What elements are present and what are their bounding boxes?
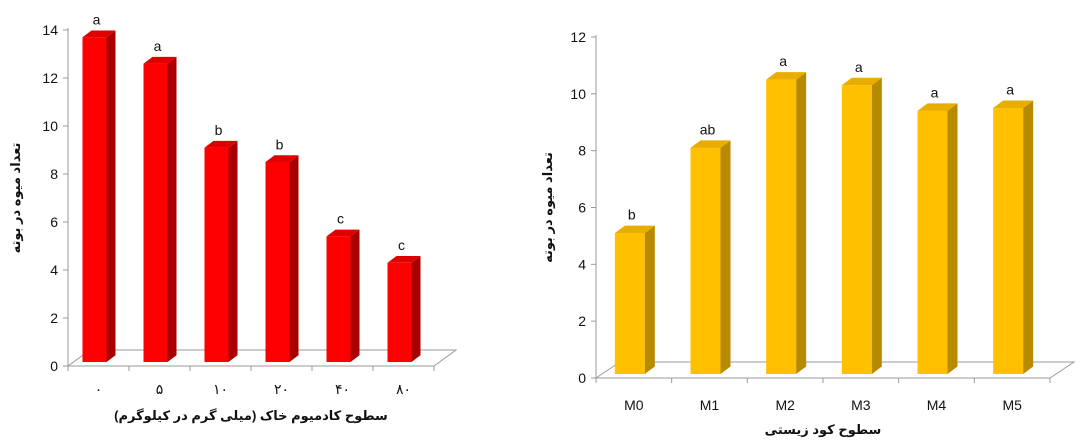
chart-right-svg: 0 2 4 6 8 10 12 b M0 ab M1 a M2 a M3 a M4 a M5 سطوح کود زیس… [540, 29, 1076, 437]
chart-left: 0 2 4 6 8 10 12 14 a ۰ a ۵ b ۱۰ b ۲۰ c ۴۰ c ۸۰ سطوح کادمیوم … [0, 0, 540, 442]
chart0-bar-5 [387, 262, 412, 362]
chart1-ytick-label-3: 6 [578, 200, 586, 216]
chart1-sig-label-0: b [628, 207, 636, 223]
chart0-bar-top-4 [326, 229, 360, 237]
chart0-bar-0 [82, 37, 107, 362]
chart0-ytick-label-5: 10 [42, 118, 58, 134]
chart1-x-label-2: M2 [775, 397, 795, 413]
chart1-x-label-0: M0 [624, 397, 644, 413]
chart1-bar-top-0 [614, 225, 655, 234]
chart1-bar-3 [841, 85, 872, 374]
chart1-bar-0 [614, 233, 645, 374]
chart0-ytick-label-3: 6 [50, 214, 58, 230]
chart0-x-label-0: ۰ [95, 381, 103, 397]
chart0-bar-side-1 [167, 56, 177, 362]
chart-right: 0 2 4 6 8 10 12 b M0 ab M1 a M2 a M3 a M4 a M5 سطوح کود زیس… [540, 0, 1080, 442]
chart0-sig-label-5: c [398, 237, 405, 253]
chart0-x-axis-title: سطوح کادمیوم خاک (میلی گرم در کیلوگرم) [114, 408, 388, 424]
chart1-bar-1 [690, 147, 721, 374]
chart0-sig-label-1: a [154, 38, 162, 54]
chart1-bar-5 [993, 108, 1024, 375]
chart0-bar-side-4 [350, 229, 360, 362]
chart1-sig-label-4: a [931, 84, 939, 100]
chart0-bar-side-2 [228, 140, 238, 362]
chart0-x-label-3: ۲۰ [274, 381, 289, 397]
chart0-sig-label-2: b [215, 122, 223, 138]
chart1-x-axis-title: سطوح کود زیستی [765, 422, 882, 437]
chart1-x-label-3: M3 [851, 397, 871, 413]
chart0-sig-label-0: a [93, 11, 101, 27]
chart0-sig-label-3: b [276, 136, 284, 152]
chart0-bar-1 [143, 63, 168, 362]
chart1-bar-top-3 [841, 77, 882, 86]
chart1-bar-side-1 [720, 140, 731, 374]
chart1-ytick-label-6: 12 [570, 29, 586, 45]
chart-left-svg: 0 2 4 6 8 10 12 14 a ۰ a ۵ b ۱۰ b ۲۰ c ۴۰ c ۸۰ سطوح کادمیوم … [8, 11, 458, 424]
chart1-ytick-label-1: 2 [578, 313, 586, 329]
chart0-ytick-label-6: 12 [42, 70, 58, 86]
chart0-bar-top-3 [265, 155, 299, 162]
chart0-x-label-1: ۵ [156, 381, 164, 397]
chart1-bar-side-3 [871, 77, 882, 374]
chart0-bar-top-2 [204, 140, 238, 148]
chart1-sig-label-5: a [1006, 82, 1014, 98]
chart1-bar-4 [917, 110, 948, 374]
chart1-bar-side-4 [947, 103, 958, 374]
chart0-bar-2 [204, 147, 229, 362]
chart0-bar-3 [265, 162, 290, 362]
chart0-y-axis-title: تعداد میوه در بوته [8, 143, 23, 254]
chart0-bar-top-1 [143, 56, 177, 64]
chart1-x-label-1: M1 [700, 397, 720, 413]
chart1-x-label-4: M4 [927, 397, 947, 413]
chart1-x-label-5: M5 [1002, 397, 1022, 413]
chart0-ytick-label-2: 4 [50, 262, 58, 278]
chart0-x-label-4: ۴۰ [335, 381, 350, 397]
chart1-bar-top-4 [917, 103, 958, 111]
chart0-sig-label-4: c [337, 211, 344, 227]
chart0-bar-4 [326, 236, 351, 362]
chart1-bar-top-1 [690, 140, 731, 148]
chart0-ytick-label-4: 8 [50, 166, 58, 182]
chart1-bar-2 [766, 79, 797, 374]
chart0-ytick-label-1: 2 [50, 310, 58, 326]
chart0-bar-side-3 [289, 155, 299, 362]
chart1-sig-label-2: a [779, 53, 787, 69]
chart1-bar-top-2 [766, 72, 807, 80]
chart0-bar-top-5 [387, 256, 421, 263]
chart0-ytick-label-7: 14 [42, 22, 58, 38]
chart0-bar-top-0 [82, 30, 116, 38]
chart1-bar-top-5 [993, 100, 1034, 109]
chart0-x-label-2: ۱۰ [213, 381, 228, 397]
chart0-ytick-label-0: 0 [50, 358, 58, 374]
chart1-ytick-label-0: 0 [578, 370, 586, 386]
chart1-ytick-label-4: 8 [578, 143, 586, 159]
chart1-bar-side-0 [644, 225, 655, 374]
chart1-ytick-label-5: 10 [570, 86, 586, 102]
chart1-sig-label-1: ab [700, 121, 716, 137]
chart0-bar-side-5 [411, 256, 421, 362]
chart1-sig-label-3: a [855, 59, 863, 75]
chart0-bar-side-0 [106, 30, 116, 362]
chart0-x-label-5: ۸۰ [396, 381, 411, 397]
chart1-bar-side-2 [796, 72, 807, 374]
chart1-bar-side-5 [1023, 100, 1034, 375]
chart1-y-axis-title: تعداد میوه در بوته [540, 152, 555, 263]
chart1-ytick-label-2: 4 [578, 256, 586, 272]
